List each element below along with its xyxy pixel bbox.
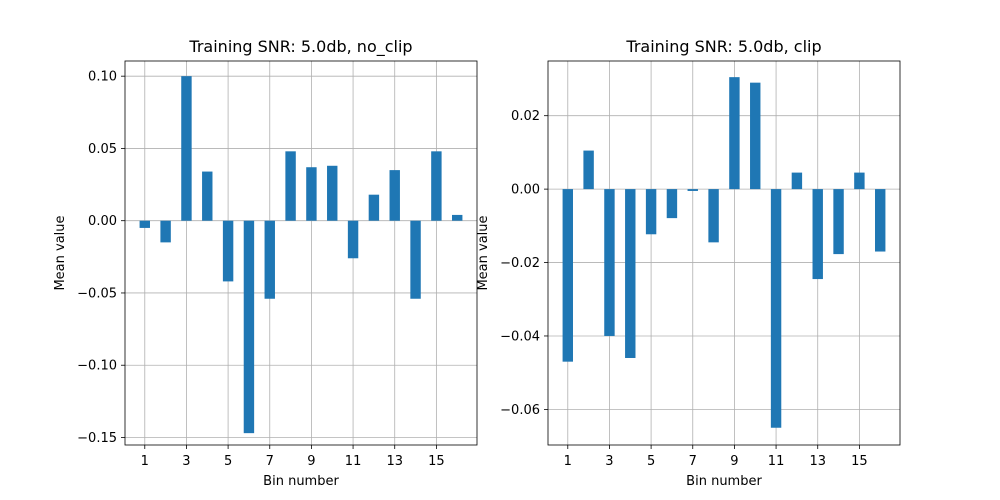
bar-bin-1 bbox=[139, 220, 150, 228]
y-tick-label: 0.05 bbox=[88, 142, 117, 157]
bar-bin-8 bbox=[708, 189, 719, 243]
chart-title: Training SNR: 5.0db, no_clip bbox=[188, 37, 412, 57]
y-tick-label: −0.02 bbox=[500, 256, 540, 271]
x-tick-label: 1 bbox=[564, 454, 572, 469]
x-tick-label: 11 bbox=[345, 454, 362, 469]
y-tick-label: −0.10 bbox=[77, 359, 117, 374]
chart-panel-clip: 1 3 5 7 9 11 13 150.020.00−0.02−0.04−0.06Traini… bbox=[476, 37, 901, 489]
x-tick-label: 9 bbox=[730, 454, 738, 469]
bar-bin-11 bbox=[770, 189, 782, 428]
x-tick-label: 5 bbox=[647, 454, 655, 469]
x-tick-label: 7 bbox=[689, 454, 697, 469]
bar-bin-4 bbox=[202, 171, 213, 221]
bar-bin-8 bbox=[285, 151, 296, 221]
bar-bin-10 bbox=[327, 165, 338, 221]
x-tick-label: 1 bbox=[141, 454, 149, 469]
bar-bin-3 bbox=[604, 189, 615, 336]
x-tick-label: 11 bbox=[768, 454, 785, 469]
bar-bin-15 bbox=[854, 172, 865, 190]
bar-bin-9 bbox=[306, 167, 317, 221]
y-axis-label: Mean value bbox=[53, 215, 68, 290]
bar-bin-12 bbox=[368, 194, 380, 221]
y-axis-label: Mean value bbox=[476, 215, 491, 290]
y-tick-label: −0.05 bbox=[77, 286, 117, 301]
bar-bin-7 bbox=[264, 220, 275, 299]
x-axis-label: Bin number bbox=[686, 474, 762, 489]
y-tick-label: 0.00 bbox=[88, 214, 117, 229]
bar-bin-3 bbox=[181, 76, 192, 221]
y-tick-label: 0.00 bbox=[511, 183, 540, 198]
bar-bin-13 bbox=[389, 170, 400, 221]
x-tick-label: 9 bbox=[307, 454, 315, 469]
bar-bin-10 bbox=[750, 82, 761, 190]
axes-frame bbox=[124, 60, 478, 446]
bar-bin-5 bbox=[645, 189, 657, 235]
bar-bin-15 bbox=[431, 151, 442, 221]
bar-bin-12 bbox=[791, 172, 803, 190]
bar-bin-16 bbox=[875, 189, 886, 252]
bar-bin-14 bbox=[410, 220, 421, 299]
bar-bin-5 bbox=[222, 220, 234, 282]
x-tick-label: 3 bbox=[605, 454, 613, 469]
x-tick-label: 5 bbox=[224, 454, 232, 469]
bar-bin-11 bbox=[347, 220, 359, 259]
x-tick-label: 13 bbox=[809, 454, 826, 469]
axes-frame bbox=[547, 60, 901, 446]
bar-bin-6 bbox=[666, 189, 678, 219]
bar-bin-9 bbox=[729, 77, 740, 190]
bar-bin-7 bbox=[687, 189, 698, 191]
x-axis-label: Bin number bbox=[263, 474, 339, 489]
bar-bin-1 bbox=[562, 189, 573, 362]
bar-bin-16 bbox=[452, 214, 463, 221]
bar-bin-6 bbox=[243, 220, 255, 434]
bar-bin-14 bbox=[833, 189, 844, 255]
bar-bin-13 bbox=[812, 189, 823, 280]
y-tick-label: 0.10 bbox=[88, 70, 117, 85]
x-tick-label: 13 bbox=[386, 454, 403, 469]
x-tick-label: 15 bbox=[851, 454, 868, 469]
x-tick-label: 3 bbox=[182, 454, 190, 469]
x-tick-label: 15 bbox=[428, 454, 445, 469]
chart-title: Training SNR: 5.0db, clip bbox=[625, 37, 821, 56]
y-tick-label: −0.06 bbox=[500, 403, 540, 418]
x-tick-label: 7 bbox=[266, 454, 274, 469]
y-tick-label: −0.15 bbox=[77, 431, 117, 446]
bar-bin-2 bbox=[160, 220, 171, 243]
y-tick-label: 0.02 bbox=[511, 109, 540, 124]
bar-bin-4 bbox=[625, 189, 636, 358]
chart-panel-no-clip: 1 3 5 7 9 11 13 150.100.050.00−0.05−0.10−0.15Tr… bbox=[53, 37, 478, 489]
bar-bin-2 bbox=[583, 150, 594, 190]
y-tick-label: −0.04 bbox=[500, 329, 540, 344]
